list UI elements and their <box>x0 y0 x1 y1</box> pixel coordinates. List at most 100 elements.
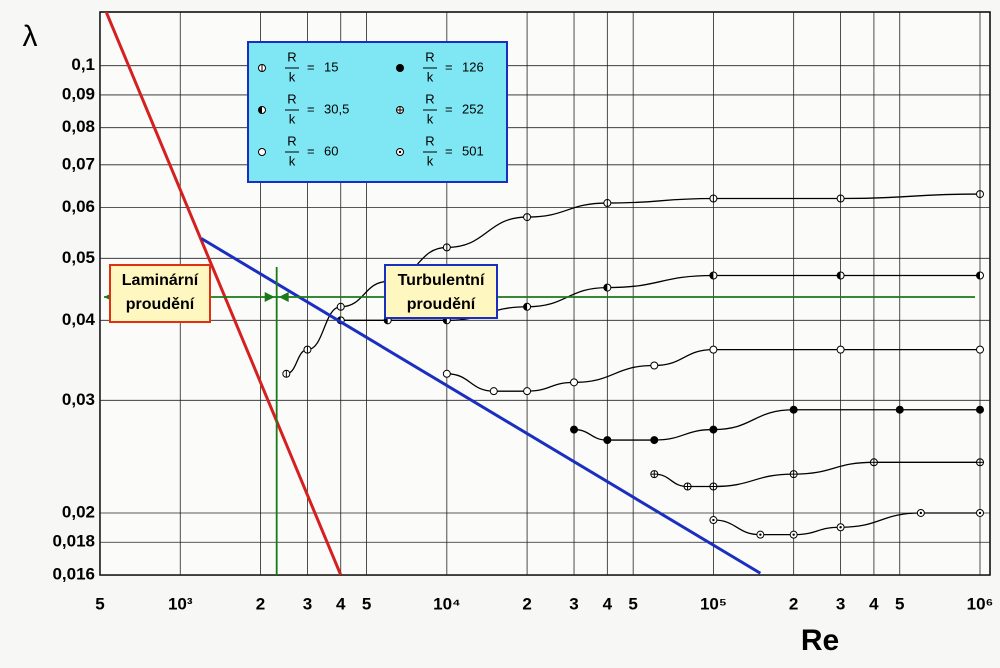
x-tick-label: 3 <box>569 594 578 613</box>
marker <box>709 271 718 280</box>
legend-equals: = <box>445 143 453 158</box>
marker <box>650 470 659 479</box>
marker-dot <box>709 425 718 434</box>
marker <box>489 387 498 396</box>
marker <box>603 436 612 445</box>
marker <box>650 361 659 370</box>
marker-half <box>837 272 841 280</box>
x-tick-label: 4 <box>603 594 613 613</box>
marker-dot <box>570 425 579 434</box>
legend-label: 252 <box>462 101 484 116</box>
legend-equals: = <box>445 59 453 74</box>
marker-dot <box>789 405 798 414</box>
x-tick-label: 10⁴ <box>433 594 460 613</box>
marker <box>836 194 845 203</box>
marker <box>442 243 451 252</box>
legend-label: 60 <box>324 143 338 158</box>
marker-dot <box>976 405 984 414</box>
y-tick-label: 0,05 <box>62 248 95 267</box>
marker-half <box>258 106 262 114</box>
y-axis-label: λ <box>23 20 38 53</box>
marker-center <box>712 518 715 522</box>
marker-half <box>523 303 528 311</box>
marker <box>258 148 266 156</box>
marker-center <box>398 150 402 154</box>
series-curve <box>286 193 981 375</box>
marker <box>650 436 659 445</box>
marker <box>396 64 404 72</box>
annotation-text: proudění <box>407 296 476 313</box>
x-tick-label: 2 <box>522 594 531 613</box>
annotation-text: proudění <box>126 296 195 313</box>
marker-circle <box>570 378 579 387</box>
legend-fraction-denominator: k <box>289 69 296 84</box>
marker-half <box>709 272 714 280</box>
marker <box>523 302 532 311</box>
legend-label: 15 <box>324 59 338 74</box>
legend-fraction-numerator: R <box>425 133 434 148</box>
legend-label: 30,5 <box>324 101 349 116</box>
marker-center <box>792 533 795 536</box>
marker <box>709 425 718 434</box>
marker <box>396 106 404 114</box>
marker <box>523 213 532 222</box>
x-tick-label: 10⁵ <box>700 594 727 613</box>
y-tick-label: 0,03 <box>62 390 95 409</box>
x-axis-label: Re <box>801 624 839 657</box>
marker <box>976 271 984 280</box>
marker <box>709 516 718 525</box>
marker <box>976 405 984 414</box>
marker-half <box>976 272 980 280</box>
y-tick-label: 0,1 <box>71 55 95 74</box>
arrow-head <box>264 292 275 303</box>
marker <box>789 530 798 539</box>
marker-dot <box>895 405 904 414</box>
marker <box>976 458 984 467</box>
marker <box>683 482 692 491</box>
x-tick-label: 3 <box>303 594 312 613</box>
y-tick-label: 0,06 <box>62 197 95 216</box>
marker-circle <box>650 361 659 370</box>
marker-circle <box>489 387 498 396</box>
marker-half <box>603 284 608 292</box>
legend-box <box>247 41 508 183</box>
marker-circle <box>836 345 845 354</box>
marker-circle <box>523 387 532 396</box>
y-tick-label: 0,09 <box>62 84 95 103</box>
marker <box>336 302 345 311</box>
marker-circle <box>258 148 266 156</box>
legend-fraction-denominator: k <box>427 153 434 168</box>
marker <box>523 387 532 396</box>
marker <box>396 148 404 156</box>
x-tick-label: 4 <box>869 594 879 613</box>
legend-label: 126 <box>462 59 484 74</box>
marker-center <box>978 511 982 515</box>
y-tick-label: 0,02 <box>62 502 95 521</box>
annotation-text: Laminární <box>122 272 199 289</box>
annotation-box <box>384 264 498 319</box>
marker-circle <box>442 369 451 378</box>
y-tick-label: 0,08 <box>62 117 95 136</box>
marker <box>303 345 312 354</box>
y-tick-label: 0,07 <box>62 154 95 173</box>
legend-equals: = <box>307 143 315 158</box>
legend-fraction-numerator: R <box>287 49 296 64</box>
annotation-box <box>109 264 211 323</box>
x-tick-label: 5 <box>362 594 371 613</box>
marker-circle <box>976 345 984 354</box>
marker <box>709 482 718 491</box>
legend-label: 501 <box>462 143 484 158</box>
legend-equals: = <box>307 101 315 116</box>
marker <box>709 345 718 354</box>
reference-line <box>200 237 762 575</box>
marker <box>603 283 612 292</box>
marker <box>976 508 984 517</box>
marker-center <box>919 511 923 515</box>
y-tick-label: 0,016 <box>52 564 95 583</box>
marker-dot <box>603 436 612 445</box>
marker <box>442 369 451 378</box>
x-tick-label: 2 <box>256 594 265 613</box>
marker <box>836 523 845 532</box>
marker <box>976 190 984 199</box>
